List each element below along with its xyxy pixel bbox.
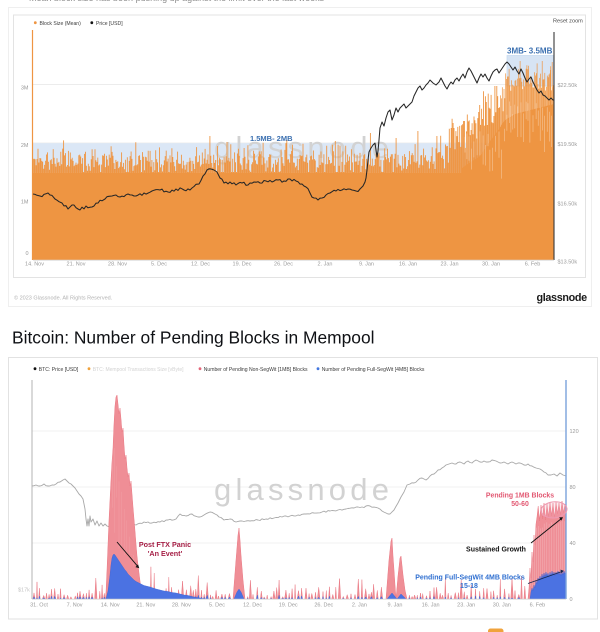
svg-text:glassnode: glassnode (537, 292, 588, 304)
svg-text:'An Event': 'An Event' (148, 549, 183, 558)
svg-text:Block Size (Mean): Block Size (Mean) (40, 21, 82, 27)
svg-text:$13.50k: $13.50k (558, 260, 578, 266)
svg-text:$22.50k: $22.50k (558, 83, 578, 89)
svg-text:40: 40 (570, 541, 576, 547)
svg-text:Bitcoin: Number of Pending Blo: Bitcoin: Number of Pending Blocks in Mem… (12, 328, 374, 348)
svg-text:5. Dec: 5. Dec (209, 603, 225, 609)
svg-text:16. Jan: 16. Jan (399, 262, 417, 268)
svg-text:Number of Pending Full-SegWit: Number of Pending Full-SegWit [4MB] Bloc… (322, 367, 425, 373)
svg-text:Pending 1MB Blocks: Pending 1MB Blocks (486, 493, 554, 500)
svg-text:19. Dec: 19. Dec (233, 262, 252, 268)
svg-text:3M: 3M (21, 86, 29, 92)
svg-text:2. Jan: 2. Jan (352, 603, 367, 609)
svg-text:28. Nov: 28. Nov (108, 262, 127, 268)
svg-text:Post FTX Panic: Post FTX Panic (139, 540, 191, 549)
svg-text:© 2023 Glassnode. All Rights R: © 2023 Glassnode. All Rights Reserved. (14, 295, 113, 302)
svg-text:50-60: 50-60 (511, 501, 529, 508)
svg-text:3MB- 3.5MB: 3MB- 3.5MB (507, 47, 553, 56)
svg-text:12. Dec: 12. Dec (243, 603, 262, 609)
svg-text:31. Oct: 31. Oct (30, 603, 48, 609)
svg-text:23. Jan: 23. Jan (457, 603, 475, 609)
svg-text:7. Nov: 7. Nov (67, 603, 83, 609)
svg-text:120: 120 (570, 429, 579, 435)
svg-text:0: 0 (25, 251, 28, 257)
svg-text:Mean block size has been pushi: Mean block size has been pushing up agai… (29, 0, 325, 3)
svg-text:30. Jan: 30. Jan (482, 262, 500, 268)
svg-text:26. Dec: 26. Dec (274, 262, 293, 268)
svg-text:14. Nov: 14. Nov (101, 603, 120, 609)
svg-text:80: 80 (570, 485, 576, 491)
svg-text:BTC: Mempool Transactions Size: BTC: Mempool Transactions Size [vByte] (93, 367, 184, 373)
svg-text:30. Jan: 30. Jan (493, 603, 511, 609)
svg-text:2. Jan: 2. Jan (318, 262, 333, 268)
svg-text:Pending Full-SegWit 4MB Blocks: Pending Full-SegWit 4MB Blocks (415, 575, 525, 582)
svg-text:2M: 2M (21, 143, 29, 149)
svg-text:5. Dec: 5. Dec (151, 262, 167, 268)
svg-text:12. Dec: 12. Dec (191, 262, 210, 268)
svg-text:6. Feb: 6. Feb (530, 603, 546, 609)
svg-text:15-18: 15-18 (460, 583, 478, 590)
svg-text:1.5MB- 2MB: 1.5MB- 2MB (250, 134, 293, 143)
svg-text:9. Jan: 9. Jan (359, 262, 374, 268)
svg-text:21. Nov: 21. Nov (136, 603, 155, 609)
svg-text:BTC: Price [USD]: BTC: Price [USD] (39, 367, 79, 373)
svg-text:6. Feb: 6. Feb (525, 262, 541, 268)
svg-text:$19.50k: $19.50k (558, 142, 578, 148)
svg-text:Price [USD]: Price [USD] (96, 21, 123, 27)
svg-text:16. Jan: 16. Jan (422, 603, 440, 609)
svg-text:Reset zoom: Reset zoom (553, 19, 583, 25)
svg-text:21. Nov: 21. Nov (67, 262, 86, 268)
svg-text:$17k: $17k (18, 588, 30, 594)
svg-text:14. Nov: 14. Nov (25, 262, 44, 268)
svg-text:1M: 1M (21, 200, 29, 206)
svg-text:Sustained Growth: Sustained Growth (466, 547, 526, 554)
svg-text:19. Dec: 19. Dec (279, 603, 298, 609)
svg-text:$16.50k: $16.50k (558, 202, 578, 208)
svg-text:Number of Pending Non-SegWit [: Number of Pending Non-SegWit [1MB] Block… (204, 367, 308, 373)
svg-text:28. Nov: 28. Nov (172, 603, 191, 609)
svg-text:9. Jan: 9. Jan (388, 603, 403, 609)
svg-text:26. Dec: 26. Dec (314, 603, 333, 609)
svg-text:glassnode: glassnode (214, 472, 393, 507)
svg-text:23. Jan: 23. Jan (440, 262, 458, 268)
svg-text:0: 0 (570, 597, 573, 603)
